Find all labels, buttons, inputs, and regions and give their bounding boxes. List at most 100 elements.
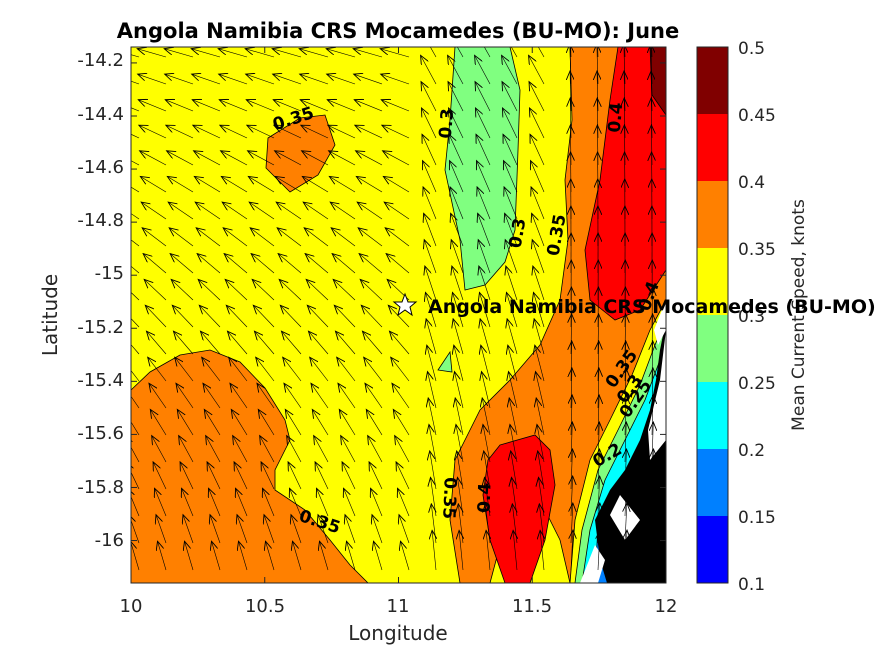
colorbar-block — [697, 449, 728, 516]
current-vector — [383, 151, 410, 166]
current-vector — [254, 331, 275, 355]
current-vector — [131, 186, 140, 193]
current-vector — [477, 187, 491, 220]
current-vector — [449, 108, 464, 139]
current-vector — [131, 462, 140, 490]
y-tick-marks — [131, 62, 666, 542]
current-vector — [131, 133, 140, 139]
current-vector — [388, 305, 410, 328]
current-vector — [169, 228, 194, 247]
current-vector — [432, 530, 436, 571]
current-vector — [453, 319, 464, 355]
current-vector — [203, 383, 221, 409]
current-vector — [247, 125, 275, 139]
current-vector — [483, 47, 491, 58]
current-vector — [452, 292, 464, 328]
current-vector — [192, 74, 221, 85]
current-vector — [450, 187, 464, 220]
current-vector — [314, 436, 329, 463]
current-vector — [360, 279, 383, 301]
current-vector — [327, 74, 356, 85]
contour-label: 0.4 — [605, 102, 628, 134]
contour-label: 0.4 — [474, 482, 495, 513]
y-tick-label: -15.4 — [77, 370, 124, 391]
current-vector — [138, 100, 167, 112]
current-vector — [173, 331, 194, 355]
current-vector — [221, 151, 248, 166]
current-vector — [333, 279, 356, 301]
current-vector — [339, 409, 356, 436]
current-vector — [171, 279, 194, 301]
current-vector — [347, 541, 356, 571]
current-vector — [131, 370, 140, 382]
current-vector — [365, 383, 383, 409]
current-vector — [261, 462, 275, 490]
current-vector — [507, 319, 518, 355]
current-vector — [260, 436, 275, 463]
current-vector — [354, 100, 383, 112]
current-vector — [506, 292, 518, 328]
current-vector — [478, 213, 491, 247]
current-vector — [355, 125, 383, 139]
current-vector — [531, 187, 545, 220]
current-vector — [212, 541, 221, 571]
current-vector — [540, 530, 544, 571]
current-vector — [312, 409, 329, 436]
current-vector — [358, 228, 383, 247]
current-vector — [279, 279, 302, 301]
current-vector — [317, 488, 329, 517]
current-vector — [533, 266, 545, 301]
current-vector — [194, 176, 221, 193]
y-tick-label: -14.4 — [77, 104, 124, 125]
current-vector — [398, 488, 410, 517]
contour-label: 0.3 — [436, 108, 459, 140]
current-vector — [219, 74, 248, 85]
current-vector — [199, 305, 221, 328]
current-vector — [331, 228, 356, 247]
y-tick-label: -15.8 — [77, 477, 124, 498]
current-vector — [280, 305, 302, 328]
current-vector — [150, 409, 167, 436]
current-vectors — [131, 47, 654, 571]
current-vector — [207, 462, 221, 490]
current-vector — [459, 530, 463, 571]
current-vector — [366, 409, 383, 436]
current-vector — [454, 345, 464, 382]
current-vector — [226, 305, 248, 328]
current-vector — [423, 161, 437, 193]
current-vector — [155, 488, 167, 517]
x-axis-label: Longitude — [348, 621, 447, 645]
current-vector — [475, 55, 491, 85]
current-vector — [202, 357, 221, 382]
current-vector — [131, 515, 140, 544]
x-tick-label: 10.5 — [245, 596, 285, 617]
current-vector — [172, 305, 194, 328]
current-vector — [451, 240, 464, 274]
current-vector — [158, 541, 167, 571]
current-vector — [224, 254, 248, 274]
current-vector — [503, 134, 518, 166]
current-vector — [530, 134, 545, 166]
current-vector — [448, 55, 464, 85]
current-vector — [239, 541, 248, 571]
y-tick-label: -16 — [95, 530, 124, 551]
current-vector — [652, 530, 654, 571]
current-vector — [428, 398, 437, 436]
current-vector — [249, 202, 275, 220]
current-vector — [131, 541, 140, 571]
current-vector — [425, 292, 437, 328]
current-vector — [177, 409, 194, 436]
current-vector — [264, 515, 275, 544]
current-vector — [266, 541, 275, 571]
current-vector — [176, 383, 194, 409]
current-vector — [221, 176, 248, 193]
current-vector — [424, 240, 437, 274]
current-vector — [308, 331, 329, 355]
current-vector — [284, 383, 302, 409]
current-vector — [182, 488, 194, 517]
y-tick-label: -14.8 — [77, 210, 124, 231]
current-vector — [306, 279, 329, 301]
current-vector — [393, 409, 410, 436]
current-vector — [131, 292, 140, 301]
current-vector — [345, 515, 356, 544]
